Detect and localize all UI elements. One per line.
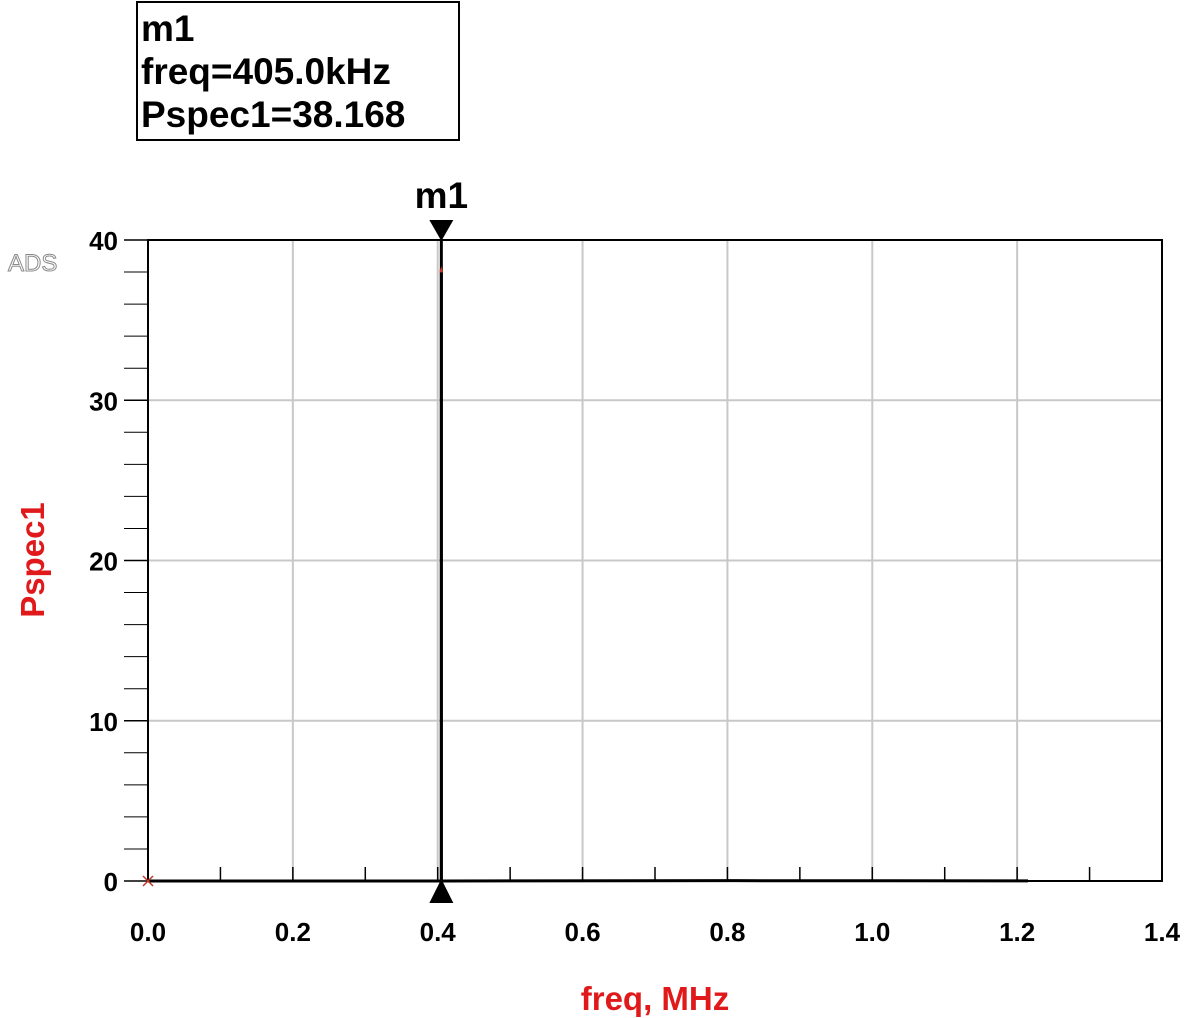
x-tick-label: 0.6 — [564, 917, 600, 947]
grid-lines — [148, 240, 1162, 881]
ads-watermark: ADS — [8, 250, 57, 277]
marker-readout-freq: freq=405.0kHz — [141, 51, 391, 92]
x-tick-label: 0.2 — [275, 917, 311, 947]
y-tick-label: 40 — [89, 226, 118, 256]
x-tick-label: 1.0 — [854, 917, 890, 947]
marker-readout-value: Pspec1=38.168 — [141, 94, 406, 135]
marker-peak-point — [439, 266, 444, 273]
marker-top-triangle — [429, 220, 454, 241]
marker-label: m1 — [415, 175, 468, 216]
marker-bottom-triangle — [429, 879, 454, 903]
y-tick-label: 10 — [89, 707, 118, 737]
x-tick-label: 1.2 — [999, 917, 1035, 947]
y-tick-label: 0 — [104, 867, 118, 897]
tick-labels: 0.0 0.2 0.4 0.6 0.8 1.0 1.2 1.4 0 10 20 30 40 — [89, 226, 1181, 947]
series-line — [148, 269, 1029, 883]
x-tick-label: 0.8 — [709, 917, 745, 947]
x-tick-label: 0.4 — [420, 917, 457, 947]
y-tick-label: 20 — [89, 547, 118, 577]
x-axis-label: freq, MHz — [581, 980, 730, 1017]
x-tick-label: 0.0 — [130, 917, 166, 947]
marker-readout-box: m1 freq=405.0kHz Pspec1=38.168 — [136, 1, 460, 141]
y-tick-label: 30 — [89, 386, 118, 416]
marker-readout-name: m1 — [141, 8, 195, 49]
y-axis-label: Pspec1 — [14, 502, 51, 618]
axis-ticks — [124, 239, 1163, 882]
trace-start-mark — [142, 875, 154, 887]
x-tick-label: 1.4 — [1144, 917, 1181, 947]
